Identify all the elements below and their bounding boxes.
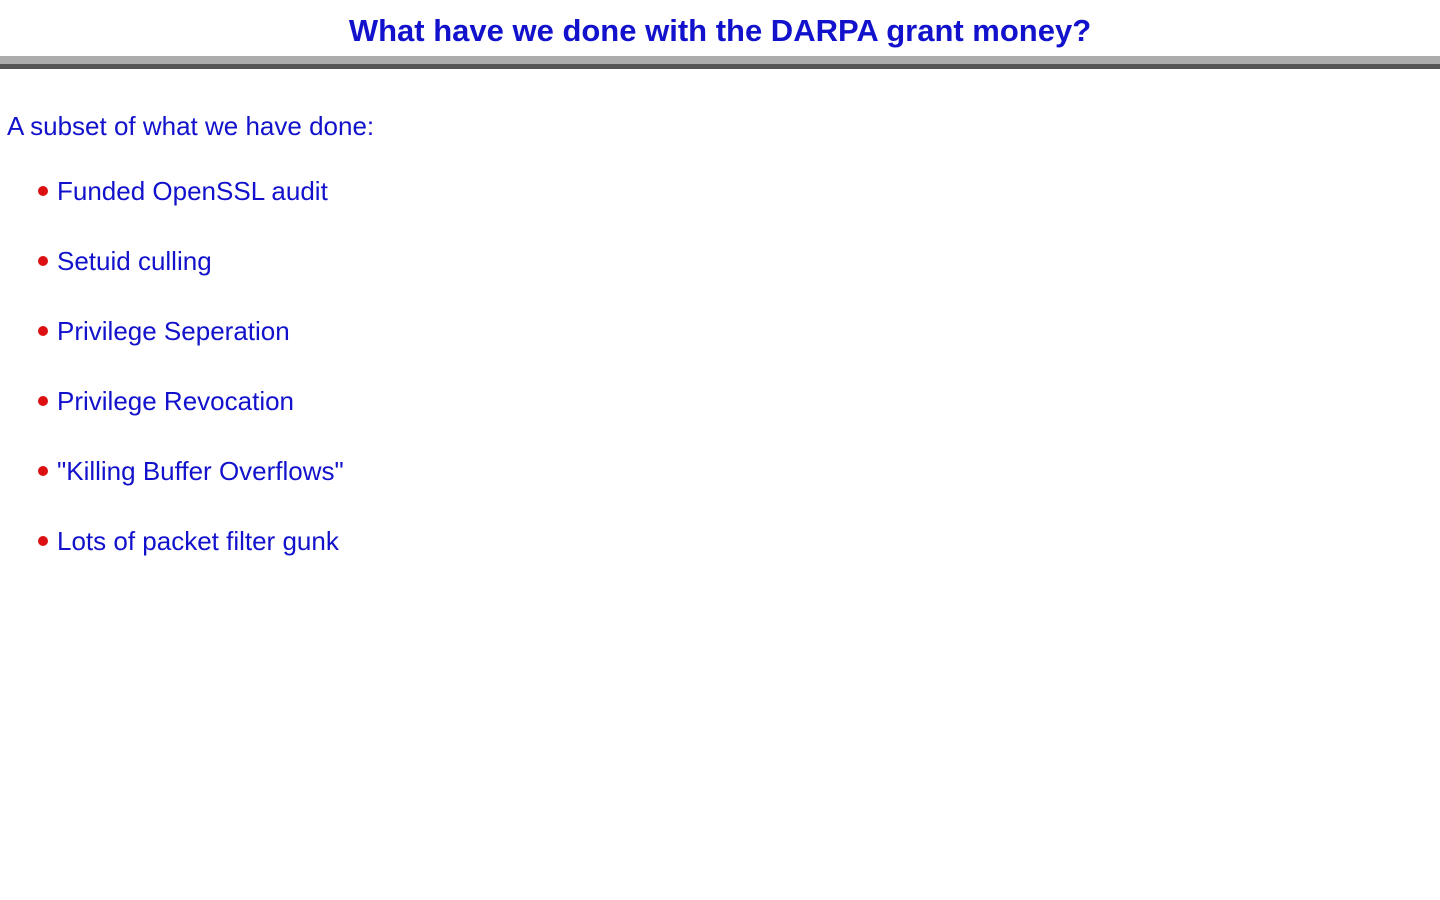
intro-text: A subset of what we have done: (7, 111, 375, 141)
horizontal-rule-light-band (0, 56, 1440, 64)
list-item: "Killing Buffer Overflows" (38, 456, 1440, 486)
list-item: Privilege Revocation (38, 386, 1440, 416)
bullet-list: Funded OpenSSL audit Setuid culling Priv… (0, 176, 1440, 556)
bullet-icon (38, 186, 48, 196)
list-item-label: "Killing Buffer Overflows" (57, 456, 344, 486)
bullet-icon (38, 256, 48, 266)
bullet-icon (38, 536, 48, 546)
list-item-label: Privilege Seperation (57, 316, 290, 346)
list-item-label: Lots of packet filter gunk (57, 526, 339, 556)
bullet-icon (38, 466, 48, 476)
list-item: Privilege Seperation (38, 316, 1440, 346)
bullet-icon (38, 396, 48, 406)
list-item-label: Privilege Revocation (57, 386, 295, 416)
list-item-label: Funded OpenSSL audit (57, 176, 328, 206)
bullet-icon (38, 326, 48, 336)
list-item: Lots of packet filter gunk (38, 526, 1440, 556)
page-title: What have we done with the DARPA grant m… (348, 13, 1092, 48)
horizontal-rule-dark-band (0, 64, 1440, 69)
list-item: Funded OpenSSL audit (38, 176, 1440, 206)
list-item-label: Setuid culling (57, 246, 212, 276)
horizontal-rule (0, 56, 1440, 69)
list-item: Setuid culling (38, 246, 1440, 276)
